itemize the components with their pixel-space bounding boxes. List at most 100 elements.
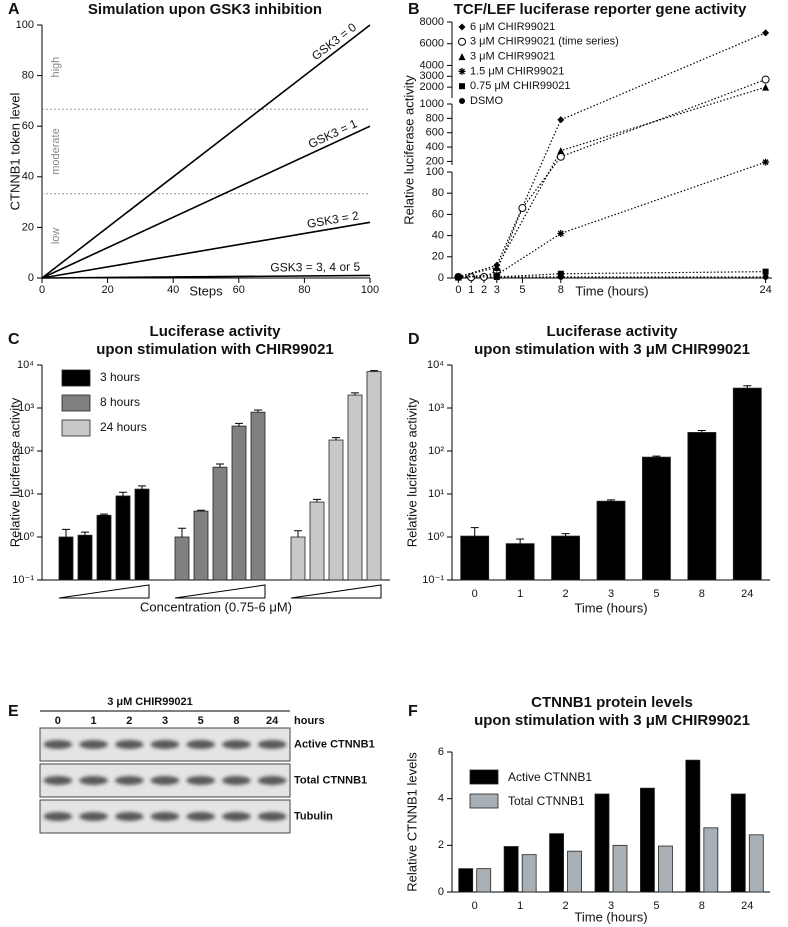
band — [257, 740, 287, 749]
bar — [309, 501, 325, 581]
marker — [557, 270, 564, 277]
bar — [193, 510, 209, 581]
chart-title: Simulation upon GSK3 inhibition — [88, 1, 322, 18]
error-bar — [254, 409, 262, 413]
chart-title: CTNNB1 protein levels — [531, 694, 693, 711]
marker — [762, 273, 769, 280]
chart-title: Luciferase activity — [547, 323, 679, 340]
line — [458, 161, 766, 278]
error-bar — [100, 513, 108, 516]
error-bar — [178, 527, 186, 537]
x-tick-label: 5 — [519, 284, 525, 296]
x-tick-label: 3 — [608, 900, 614, 912]
panel-letter: B — [408, 1, 420, 18]
chart-title: upon stimulation with 3 μM CHIR99021 — [474, 712, 750, 729]
line — [41, 24, 371, 279]
bar — [685, 759, 701, 893]
y-tick-label: 200 — [426, 155, 444, 167]
y-tick-label: 10⁴ — [427, 359, 444, 371]
bar — [505, 543, 535, 581]
line-label: GSK3 = 1 — [306, 116, 360, 151]
y-tick-label: 10¹ — [18, 488, 34, 500]
error-bar — [516, 538, 525, 544]
x-tick-label: 3 — [494, 284, 500, 296]
y-tick-label: 10² — [428, 445, 444, 457]
bar — [567, 850, 582, 893]
lane-label: 24 — [266, 715, 279, 727]
bar — [730, 793, 746, 893]
x-axis-label: Time (hours) — [574, 909, 647, 924]
y-axis-label: Relative CTNNB1 levels — [404, 752, 419, 892]
lane-label: 5 — [198, 715, 204, 727]
marker — [762, 268, 769, 275]
x-tick-label: 1 — [517, 900, 523, 912]
y-tick-label: 100 — [426, 166, 444, 178]
band — [222, 776, 251, 785]
bar — [212, 466, 228, 581]
bar — [134, 488, 150, 581]
region-label: low — [50, 228, 62, 245]
marker — [761, 75, 770, 84]
bar — [596, 500, 626, 581]
error-bar — [119, 491, 127, 496]
band — [43, 776, 73, 785]
line — [41, 274, 371, 279]
legend-label: 6 μM CHIR99021 — [470, 21, 555, 33]
y-tick-label: 40 — [432, 230, 444, 242]
y-tick-label: 10¹ — [428, 488, 444, 500]
y-tick-label: 6000 — [420, 38, 444, 50]
bar — [366, 371, 382, 581]
x-tick-label: 8 — [699, 900, 705, 912]
x-tick-label: 0 — [39, 284, 45, 296]
x-tick-label: 20 — [101, 284, 113, 296]
error-bar — [313, 498, 321, 503]
region-label: high — [50, 57, 62, 78]
error-bar — [235, 422, 243, 427]
band — [150, 740, 180, 749]
bar — [115, 495, 131, 581]
legend-marker — [458, 53, 466, 61]
x-axis-label: Time (hours) — [574, 600, 647, 615]
marker — [762, 158, 770, 166]
bar — [96, 514, 112, 581]
legend-label: 0.75 μM CHIR99021 — [470, 80, 571, 92]
band — [186, 776, 215, 785]
y-tick-label: 3000 — [420, 70, 444, 82]
row-label: Tubulin — [294, 810, 333, 822]
x-tick-label: 100 — [361, 284, 379, 296]
band — [43, 740, 73, 749]
x-tick-label: 3 — [608, 588, 614, 600]
legend-label: 3 hours — [100, 370, 140, 384]
row-label: Active CTNNB1 — [294, 738, 375, 750]
blot-title: 3 μM CHIR99021 — [107, 696, 193, 708]
panel-letter: D — [408, 331, 420, 348]
line — [41, 221, 371, 279]
legend-marker — [458, 23, 466, 31]
line — [41, 125, 371, 279]
y-tick-label: 0 — [28, 272, 34, 284]
x-tick-label: 24 — [741, 588, 753, 600]
chart-title: Luciferase activity — [150, 323, 282, 340]
band — [186, 740, 215, 749]
x-tick-label: 0 — [455, 284, 461, 296]
y-tick-label: 60 — [432, 208, 444, 220]
concentration-ramp — [58, 584, 150, 599]
error-bar — [561, 533, 570, 537]
row-label: Total CTNNB1 — [294, 774, 367, 786]
marker — [467, 273, 476, 282]
x-tick-label: 2 — [563, 900, 569, 912]
panel-letter: C — [8, 331, 20, 348]
marker — [493, 273, 500, 280]
error-bar — [370, 370, 378, 372]
x-tick-label: 2 — [481, 284, 487, 296]
y-axis-label: Relative luciferase activity — [7, 397, 22, 547]
y-tick-label: 10⁰ — [427, 531, 444, 543]
x-tick-label: 24 — [741, 900, 753, 912]
x-axis-label: Steps — [189, 283, 223, 298]
x-tick-label: 5 — [653, 900, 659, 912]
x-tick-label: 2 — [563, 588, 569, 600]
line — [458, 271, 766, 278]
y-tick-label: 20 — [22, 221, 34, 233]
error-bar — [743, 385, 752, 389]
bar — [612, 844, 628, 893]
